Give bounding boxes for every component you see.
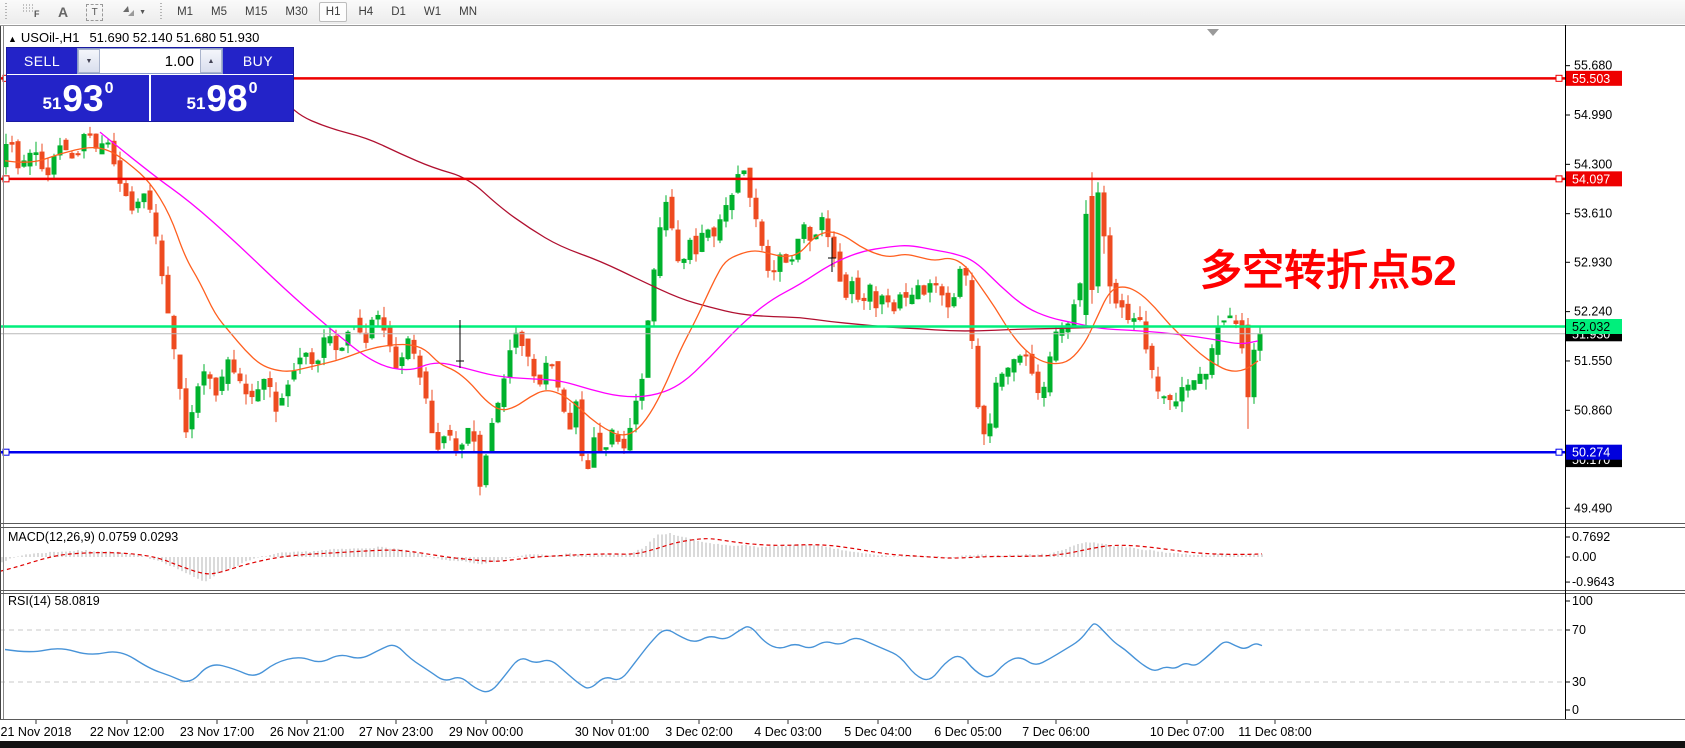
svg-text:50.860: 50.860 <box>1574 403 1612 417</box>
buy-price-button[interactable]: 51 98 0 <box>151 74 293 121</box>
svg-text:0: 0 <box>1572 703 1579 717</box>
volume-stepper: ▼ ▲ <box>77 48 223 74</box>
svg-text:29 Nov 00:00: 29 Nov 00:00 <box>449 725 523 739</box>
timeframe-m1-button[interactable]: M1 <box>170 2 200 22</box>
rsi-label: RSI(14) 58.0819 <box>8 594 100 608</box>
buy-button[interactable]: BUY <box>242 53 274 69</box>
sell-price-small: 51 <box>42 94 62 113</box>
svg-text:10 Dec 07:00: 10 Dec 07:00 <box>1150 725 1224 739</box>
letter-a-icon: A <box>58 4 69 20</box>
svg-text:52.240: 52.240 <box>1574 305 1612 319</box>
collapse-triangle-icon: ▲ <box>8 34 17 44</box>
one-click-trading-panel: SELL ▼ ▲ BUY 51 93 0 51 98 0 <box>6 47 294 122</box>
svg-text:F: F <box>34 9 40 18</box>
svg-text:100: 100 <box>1572 594 1593 608</box>
svg-text:-0.9643: -0.9643 <box>1572 575 1614 589</box>
svg-text:6 Dec 05:00: 6 Dec 05:00 <box>934 725 1001 739</box>
svg-text:23 Nov 17:00: 23 Nov 17:00 <box>180 725 254 739</box>
sell-button[interactable]: SELL <box>23 53 61 69</box>
svg-text:55.503: 55.503 <box>1572 72 1610 86</box>
chart-title: ▲ USOil-,H1 51.690 52.140 51.680 51.930 <box>8 30 259 45</box>
svg-text:53.610: 53.610 <box>1574 207 1612 221</box>
f-grid-button[interactable]: F <box>15 2 47 22</box>
sell-price-sup: 0 <box>104 80 114 97</box>
chart-canvas[interactable]: 55.680 54.990 54.300 53.610 52.930 52.240 51.5… <box>0 25 1685 748</box>
svg-text:5 Dec 04:00: 5 Dec 04:00 <box>844 725 911 739</box>
text-box-icon: T <box>86 3 104 21</box>
volume-up-button[interactable]: ▲ <box>200 49 222 73</box>
ohlc-values: 51.690 52.140 51.680 51.930 <box>89 30 260 45</box>
svg-text:30: 30 <box>1572 675 1586 689</box>
symbol-timeframe: USOil-,H1 <box>20 30 80 45</box>
toolbar-drag-handle-2 <box>159 3 165 21</box>
svg-text:0.00: 0.00 <box>1572 550 1596 564</box>
toolbar: F A T ▼ M1 M5 M15 M30 H1 H4 D1 W1 MN <box>0 0 1685 25</box>
svg-text:3 Dec 02:00: 3 Dec 02:00 <box>665 725 732 739</box>
font-a-button[interactable]: A <box>51 2 75 22</box>
timeframe-h4-button[interactable]: H4 <box>351 2 380 22</box>
chevron-down-icon: ▼ <box>139 8 147 16</box>
sell-price-button[interactable]: 51 93 0 <box>7 74 151 121</box>
svg-text:50.274: 50.274 <box>1572 446 1610 460</box>
buy-price-big: 98 <box>206 77 248 119</box>
chart-area: 55.680 54.990 54.300 53.610 52.930 52.240 51.5… <box>0 24 1685 748</box>
svg-text:21 Nov 2018: 21 Nov 2018 <box>1 725 72 739</box>
timeframe-m15-button[interactable]: M15 <box>238 2 274 22</box>
svg-text:52.930: 52.930 <box>1574 255 1612 269</box>
timeframe-m30-button[interactable]: M30 <box>278 2 314 22</box>
volume-down-button[interactable]: ▼ <box>78 49 100 73</box>
arrows-tool-button[interactable]: ▼ <box>114 2 153 22</box>
buy-price-sup: 0 <box>248 80 258 97</box>
svg-text:7 Dec 06:00: 7 Dec 06:00 <box>1022 725 1089 739</box>
timeframe-m5-button[interactable]: M5 <box>204 2 234 22</box>
buy-price-small: 51 <box>186 94 206 113</box>
svg-text:27 Nov 23:00: 27 Nov 23:00 <box>359 725 433 739</box>
timeframe-h1-button[interactable]: H1 <box>318 2 348 22</box>
text-label-button[interactable]: T <box>79 2 110 22</box>
annotation-text: 多空转折点52 <box>1200 247 1457 294</box>
volume-input[interactable] <box>100 49 200 73</box>
svg-text:51.550: 51.550 <box>1574 354 1612 368</box>
svg-text:30 Nov 01:00: 30 Nov 01:00 <box>575 725 649 739</box>
svg-text:54.990: 54.990 <box>1574 108 1612 122</box>
macd-label: MACD(12,26,9) 0.0759 0.0293 <box>8 530 179 544</box>
svg-text:22 Nov 12:00: 22 Nov 12:00 <box>90 725 164 739</box>
svg-text:49.490: 49.490 <box>1574 501 1612 515</box>
sell-price-big: 93 <box>62 77 104 119</box>
arrows-tool-icon <box>121 4 136 21</box>
timeframe-mn-button[interactable]: MN <box>452 2 484 22</box>
timeframe-d1-button[interactable]: D1 <box>384 2 413 22</box>
svg-text:55.680: 55.680 <box>1574 59 1612 73</box>
svg-text:52.032: 52.032 <box>1572 320 1610 334</box>
svg-text:0.7692: 0.7692 <box>1572 530 1610 544</box>
toolbar-drag-handle <box>4 3 9 21</box>
svg-text:26 Nov 21:00: 26 Nov 21:00 <box>270 725 344 739</box>
timeframe-w1-button[interactable]: W1 <box>417 2 448 22</box>
svg-text:70: 70 <box>1572 623 1586 637</box>
svg-text:54.097: 54.097 <box>1572 172 1610 186</box>
svg-text:11 Dec 08:00: 11 Dec 08:00 <box>1238 725 1311 739</box>
f-grid-icon: F <box>22 3 40 21</box>
svg-text:54.300: 54.300 <box>1574 157 1612 171</box>
svg-text:4 Dec 03:00: 4 Dec 03:00 <box>754 725 821 739</box>
